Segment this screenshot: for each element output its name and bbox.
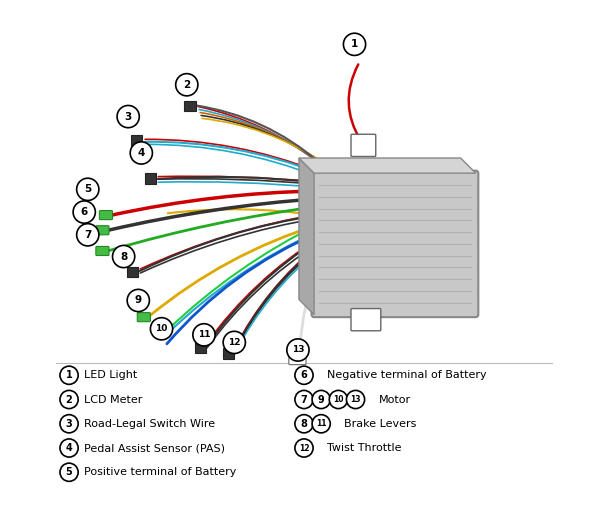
Text: 2: 2 [183, 80, 190, 90]
Text: 10: 10 [333, 395, 344, 404]
Text: Pedal Assist Sensor (PAS): Pedal Assist Sensor (PAS) [85, 443, 225, 453]
FancyBboxPatch shape [351, 134, 376, 156]
Text: 9: 9 [318, 395, 325, 404]
Text: 1: 1 [351, 39, 358, 49]
Circle shape [344, 33, 365, 55]
Text: 3: 3 [125, 112, 132, 121]
Circle shape [60, 366, 78, 385]
Circle shape [295, 366, 313, 385]
Circle shape [77, 224, 99, 246]
Bar [223, 348, 234, 359]
Circle shape [127, 290, 150, 311]
Text: 13: 13 [292, 345, 304, 355]
Circle shape [112, 245, 135, 268]
Text: 13: 13 [350, 395, 361, 404]
Text: Brake Levers: Brake Levers [344, 419, 417, 429]
Text: LCD Meter: LCD Meter [85, 395, 143, 404]
Text: Motor: Motor [379, 395, 411, 404]
Bar [131, 135, 142, 146]
Circle shape [73, 201, 95, 223]
Text: Negative terminal of Battery: Negative terminal of Battery [327, 370, 487, 380]
Circle shape [150, 318, 173, 340]
FancyBboxPatch shape [311, 171, 478, 317]
Circle shape [312, 415, 330, 433]
Text: 6: 6 [300, 370, 308, 380]
Text: Twist Throttle: Twist Throttle [327, 443, 402, 453]
Polygon shape [299, 158, 476, 173]
Text: 1: 1 [66, 370, 72, 380]
Text: 6: 6 [81, 207, 88, 217]
Text: 5: 5 [84, 184, 91, 195]
Circle shape [347, 391, 365, 408]
Text: 11: 11 [198, 330, 210, 339]
Circle shape [295, 415, 313, 433]
FancyBboxPatch shape [351, 308, 381, 331]
Bar [184, 102, 196, 111]
Circle shape [193, 324, 215, 346]
FancyBboxPatch shape [96, 226, 109, 235]
Text: 12: 12 [299, 443, 309, 453]
Text: 11: 11 [316, 419, 326, 428]
FancyBboxPatch shape [289, 354, 306, 365]
FancyBboxPatch shape [99, 210, 112, 219]
Text: 9: 9 [135, 296, 142, 305]
Circle shape [312, 391, 330, 408]
Text: 7: 7 [300, 395, 308, 404]
Circle shape [60, 463, 78, 482]
Text: 10: 10 [155, 324, 168, 333]
Text: 8: 8 [120, 251, 127, 262]
FancyBboxPatch shape [137, 312, 150, 322]
Text: 4: 4 [66, 443, 72, 453]
Circle shape [60, 391, 78, 408]
Circle shape [287, 339, 309, 361]
Text: 4: 4 [137, 148, 145, 158]
Text: 3: 3 [66, 419, 72, 429]
Circle shape [295, 439, 313, 457]
Text: 5: 5 [66, 467, 72, 477]
Bar [145, 173, 156, 184]
Text: Road-Legal Switch Wire: Road-Legal Switch Wire [85, 419, 215, 429]
Polygon shape [299, 158, 314, 314]
Circle shape [295, 391, 313, 408]
Circle shape [60, 415, 78, 433]
Text: LED Light: LED Light [85, 370, 137, 380]
Circle shape [176, 74, 198, 96]
Bar [127, 267, 138, 277]
Text: 12: 12 [228, 338, 241, 347]
Text: Positive terminal of Battery: Positive terminal of Battery [85, 467, 237, 477]
Text: 7: 7 [84, 230, 91, 240]
Circle shape [130, 142, 153, 164]
Text: 2: 2 [66, 395, 72, 404]
Circle shape [223, 331, 246, 354]
Circle shape [117, 106, 139, 128]
Circle shape [60, 439, 78, 457]
Bar [195, 342, 207, 353]
Circle shape [77, 178, 99, 201]
FancyBboxPatch shape [96, 246, 109, 256]
Text: 8: 8 [300, 419, 308, 429]
Circle shape [330, 391, 347, 408]
